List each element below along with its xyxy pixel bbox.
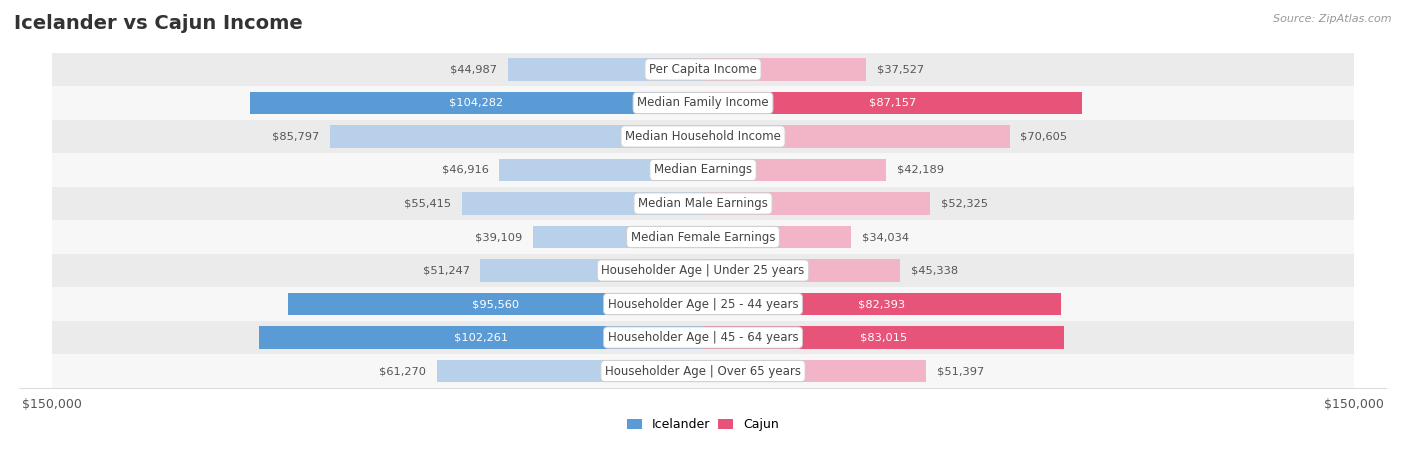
Text: Per Capita Income: Per Capita Income xyxy=(650,63,756,76)
Bar xyxy=(499,159,703,181)
Text: Median Earnings: Median Earnings xyxy=(654,163,752,177)
Text: $87,157: $87,157 xyxy=(869,98,915,108)
Text: $70,605: $70,605 xyxy=(1021,132,1067,142)
Bar xyxy=(533,226,703,248)
Bar xyxy=(703,92,1081,114)
Bar xyxy=(52,321,1354,354)
Text: $82,393: $82,393 xyxy=(858,299,905,309)
Text: Median Male Earnings: Median Male Earnings xyxy=(638,197,768,210)
Bar xyxy=(52,187,1354,220)
Text: Householder Age | Under 25 years: Householder Age | Under 25 years xyxy=(602,264,804,277)
Bar xyxy=(437,360,703,382)
Bar xyxy=(52,254,1354,287)
Text: $37,527: $37,527 xyxy=(877,64,924,74)
Text: Householder Age | Over 65 years: Householder Age | Over 65 years xyxy=(605,365,801,377)
Bar xyxy=(703,226,851,248)
Bar xyxy=(52,86,1354,120)
Text: Median Household Income: Median Household Income xyxy=(626,130,780,143)
Bar xyxy=(703,159,886,181)
Bar xyxy=(52,287,1354,321)
Text: $46,916: $46,916 xyxy=(441,165,488,175)
Text: Median Family Income: Median Family Income xyxy=(637,97,769,109)
Text: $44,987: $44,987 xyxy=(450,64,496,74)
Text: Source: ZipAtlas.com: Source: ZipAtlas.com xyxy=(1274,14,1392,24)
Bar xyxy=(703,125,1010,148)
Bar xyxy=(703,293,1060,315)
Bar xyxy=(703,326,1063,349)
Bar xyxy=(52,354,1354,388)
Text: $55,415: $55,415 xyxy=(405,198,451,208)
Bar xyxy=(703,58,866,81)
Bar xyxy=(330,125,703,148)
Text: $39,109: $39,109 xyxy=(475,232,522,242)
Bar xyxy=(481,259,703,282)
Bar xyxy=(703,192,931,215)
Text: $52,325: $52,325 xyxy=(941,198,988,208)
Bar xyxy=(259,326,703,349)
Text: $83,015: $83,015 xyxy=(859,333,907,342)
Text: Householder Age | 45 - 64 years: Householder Age | 45 - 64 years xyxy=(607,331,799,344)
Text: $42,189: $42,189 xyxy=(897,165,943,175)
Bar xyxy=(52,220,1354,254)
Bar xyxy=(250,92,703,114)
Bar xyxy=(52,53,1354,86)
Text: Householder Age | 25 - 44 years: Householder Age | 25 - 44 years xyxy=(607,297,799,311)
Text: Median Female Earnings: Median Female Earnings xyxy=(631,231,775,243)
Text: $104,282: $104,282 xyxy=(450,98,503,108)
Bar xyxy=(703,360,927,382)
Bar xyxy=(52,120,1354,153)
Bar xyxy=(508,58,703,81)
Text: $85,797: $85,797 xyxy=(273,132,319,142)
Text: $34,034: $34,034 xyxy=(862,232,908,242)
Text: $102,261: $102,261 xyxy=(454,333,508,342)
Text: $45,338: $45,338 xyxy=(911,266,957,276)
Bar xyxy=(52,153,1354,187)
Text: Icelander vs Cajun Income: Icelander vs Cajun Income xyxy=(14,14,302,33)
Text: $51,397: $51,397 xyxy=(936,366,984,376)
Legend: Icelander, Cajun: Icelander, Cajun xyxy=(627,418,779,432)
Text: $61,270: $61,270 xyxy=(380,366,426,376)
Bar xyxy=(703,259,900,282)
Text: $95,560: $95,560 xyxy=(472,299,519,309)
Bar xyxy=(288,293,703,315)
Text: $51,247: $51,247 xyxy=(423,266,470,276)
Bar xyxy=(463,192,703,215)
